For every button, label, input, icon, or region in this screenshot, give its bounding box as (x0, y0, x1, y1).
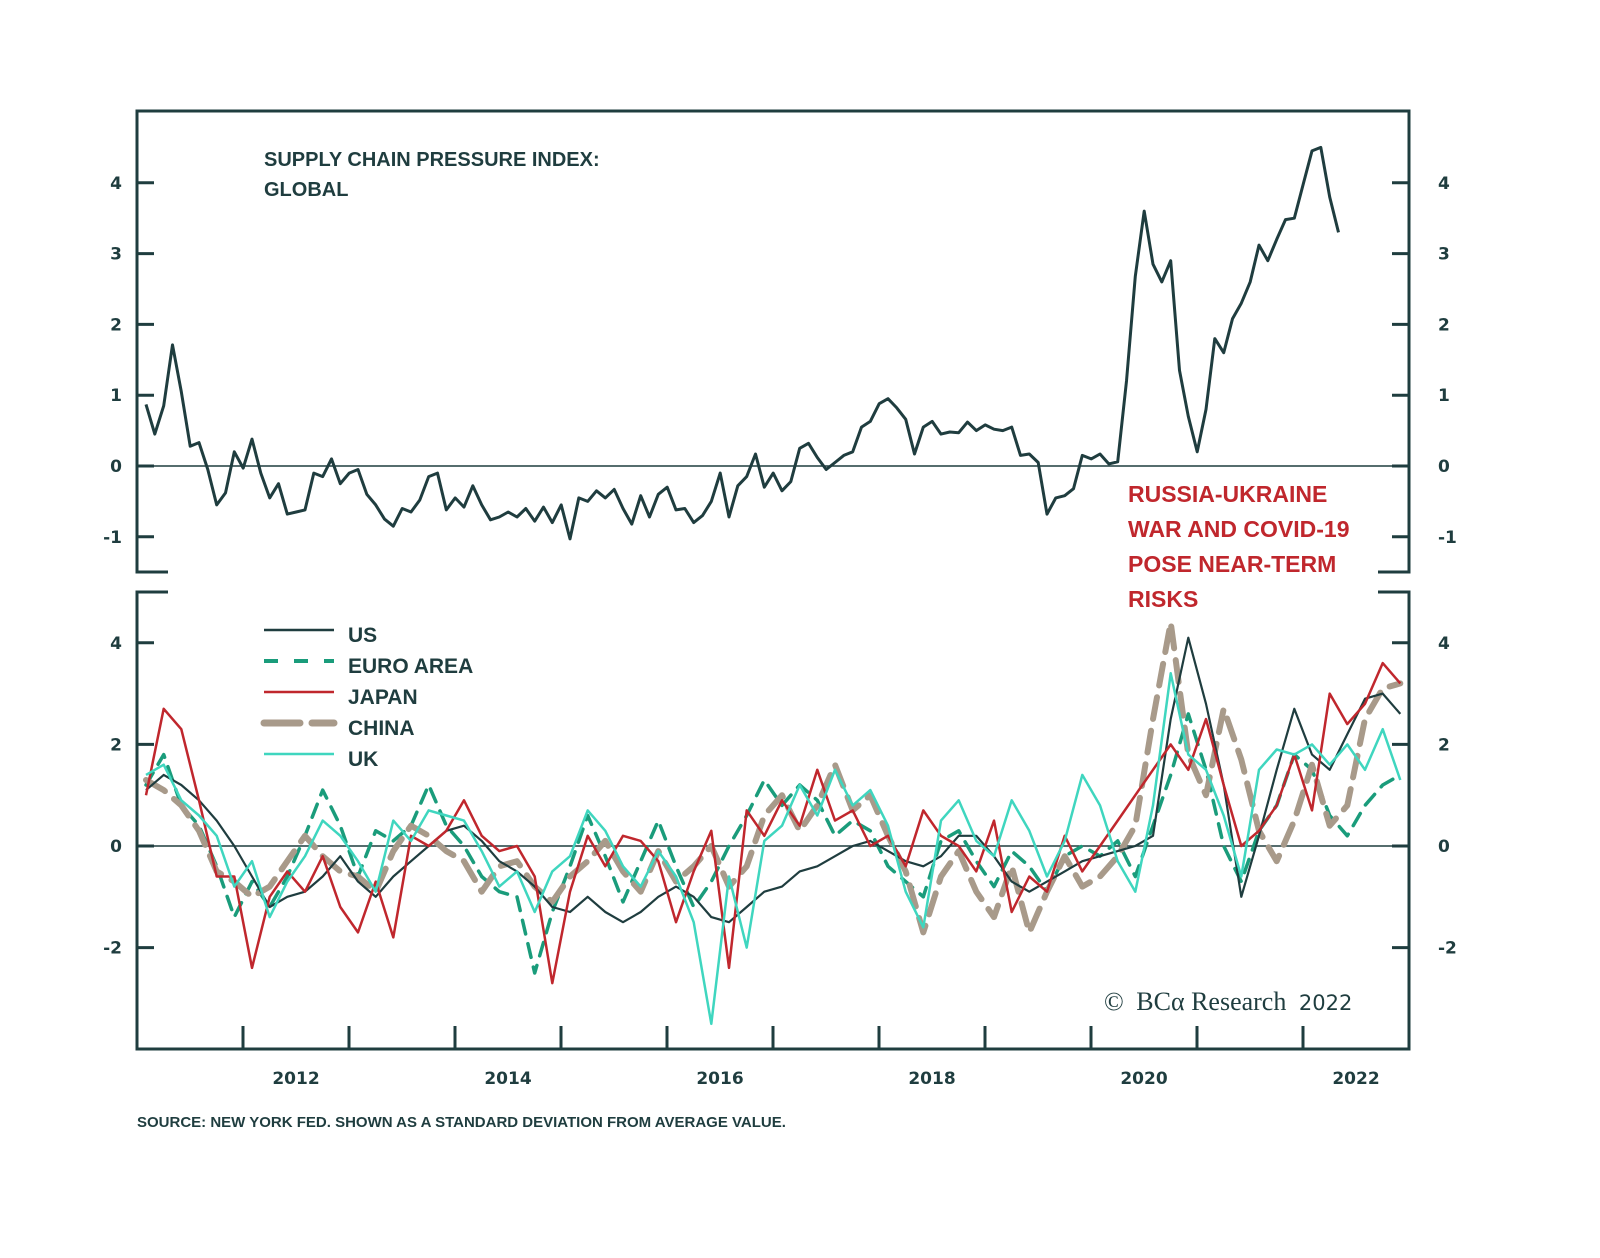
copyright-brand: BCα Research (1136, 987, 1286, 1016)
y-tick-label-left: -2 (103, 939, 122, 959)
y-tick-label-left: 0 (110, 837, 122, 857)
x-tick-label: 2020 (1120, 1069, 1167, 1089)
y-tick-label-right: 2 (1438, 315, 1450, 335)
y-tick-label-left: 2 (110, 735, 122, 755)
source-note: SOURCE: NEW YORK FED. SHOWN AS A STANDAR… (137, 1114, 786, 1131)
y-tick-label-left: 3 (110, 245, 122, 265)
legend: US EURO AREA JAPAN CHINA UK (260, 624, 473, 771)
legend-label-uk: UK (348, 748, 378, 771)
y-tick-label-right: -2 (1438, 939, 1457, 959)
bottom-y-axis: -2 -2 0 0 2 2 4 4 (103, 634, 1457, 959)
copyright: © BCα Research 2022 (1104, 987, 1352, 1016)
x-tick-label: 2018 (908, 1069, 955, 1089)
x-tick-label: 2016 (696, 1069, 743, 1089)
y-tick-label-left: 2 (110, 315, 122, 335)
y-tick-label-left: 4 (110, 174, 122, 194)
x-tick-label: 2014 (484, 1069, 531, 1089)
y-tick-label-right: 0 (1438, 837, 1450, 857)
top-panel: -1 -1 0 0 1 1 2 2 3 3 4 4 SUPPLY CHAIN PRESSURE IND… (103, 109, 1457, 612)
legend-label-us: US (348, 624, 377, 647)
y-tick-label-right: 3 (1438, 245, 1450, 265)
y-tick-label-right: 2 (1438, 735, 1450, 755)
top-y-axis: -1 -1 0 0 1 1 2 2 3 3 4 4 (103, 174, 1457, 548)
x-tick-label: 2012 (272, 1069, 319, 1089)
y-tick-label-left: -1 (103, 528, 122, 548)
legend-label-japan: JAPAN (348, 686, 418, 709)
series-line-global (144, 145, 1340, 541)
svg-text:© BCα Research 202: © BCα Research 2022 (1104, 987, 1352, 1016)
bottom-panel: -2 -2 0 0 2 2 4 4 2012 2014 2016 2018 2020 2022 US EU… (103, 590, 1457, 1089)
y-tick-label-right: 4 (1438, 174, 1450, 194)
annotation-line4: RISKS (1128, 586, 1198, 612)
x-tick-label: 2022 (1332, 1069, 1379, 1089)
series-line-euro-area (144, 712, 1403, 975)
x-axis: 2012 2014 2016 2018 2020 2022 (241, 1026, 1380, 1089)
top-panel-title-line1: SUPPLY CHAIN PRESSURE INDEX: (264, 149, 600, 171)
country-series (143, 619, 1404, 1026)
series-line-us (145, 636, 1402, 924)
legend-label-euro-area: EURO AREA (348, 655, 473, 678)
top-panel-frame (135, 109, 1411, 574)
y-tick-label-right: 4 (1438, 634, 1450, 654)
y-tick-label-left: 0 (110, 457, 122, 477)
y-tick-label-left: 1 (110, 386, 122, 406)
y-tick-label-right: 1 (1438, 386, 1450, 406)
y-tick-label-right: 0 (1438, 457, 1450, 477)
top-panel-title-line2: GLOBAL (264, 179, 348, 201)
y-tick-label-left: 4 (110, 634, 122, 654)
series-line-uk (145, 672, 1402, 1026)
copyright-year: 2022 (1299, 991, 1352, 1015)
annotation-line1: RUSSIA-UKRAINE (1128, 481, 1327, 507)
y-tick-label-right: -1 (1438, 528, 1457, 548)
annotation-line3: POSE NEAR-TERM (1128, 551, 1336, 577)
annotation-line2: WAR AND COVID-19 (1128, 516, 1350, 542)
annotation: RUSSIA-UKRAINE WAR AND COVID-19 POSE NEA… (1128, 481, 1350, 612)
legend-label-china: CHINA (348, 717, 415, 740)
copyright-symbol: © (1104, 987, 1124, 1016)
series-line-japan (144, 661, 1402, 985)
